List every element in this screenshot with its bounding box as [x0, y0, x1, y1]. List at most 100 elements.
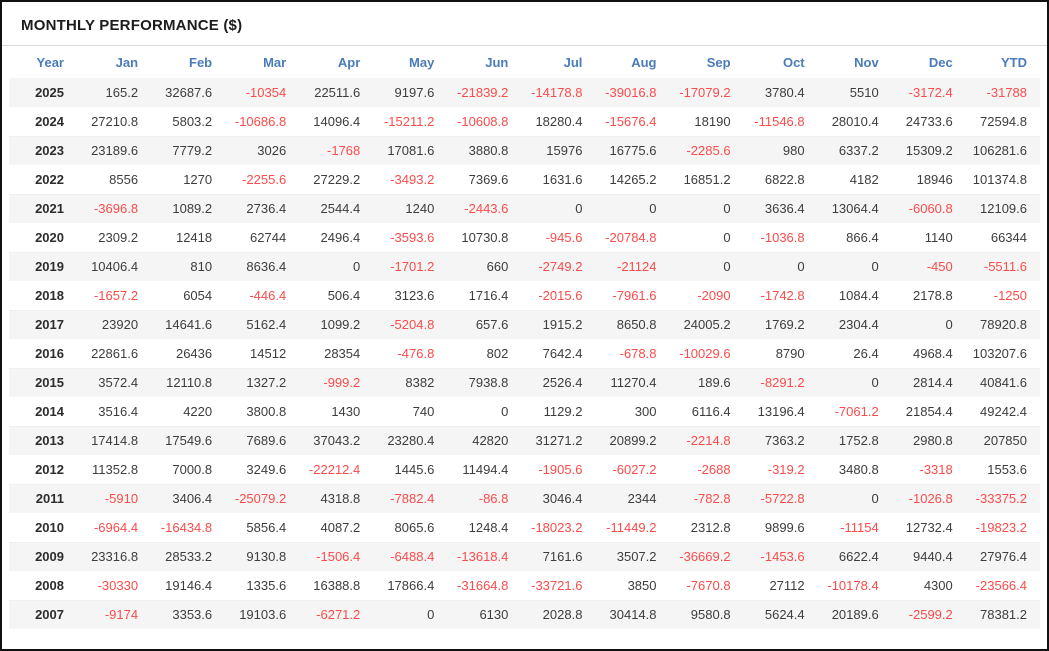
value-cell: -31788 [965, 78, 1040, 108]
year-cell: 2020 [9, 223, 77, 253]
value-cell: 66344 [965, 223, 1040, 253]
value-cell: 5162.4 [225, 310, 300, 340]
value-cell: 5803.2 [151, 107, 226, 137]
value-cell: 0 [891, 310, 966, 340]
value-cell: -19823.2 [965, 513, 1040, 543]
value-cell: -5910 [77, 484, 152, 514]
value-cell: -15676.4 [595, 107, 670, 137]
value-cell: -319.2 [743, 455, 818, 485]
value-cell: 4182 [817, 165, 892, 195]
year-cell: 2024 [9, 107, 77, 137]
value-cell: 72594.8 [965, 107, 1040, 137]
value-cell: 24733.6 [891, 107, 966, 137]
value-cell: 3353.6 [151, 600, 226, 630]
value-cell: -9174 [77, 600, 152, 630]
value-cell: 17866.4 [373, 571, 448, 601]
value-cell: 14096.4 [299, 107, 374, 137]
value-cell: -7882.4 [373, 484, 448, 514]
value-cell: 17414.8 [77, 426, 152, 456]
value-cell: 12109.6 [965, 194, 1040, 224]
value-cell: 866.4 [817, 223, 892, 253]
value-cell: -2285.6 [669, 136, 744, 166]
value-cell: 3480.8 [817, 455, 892, 485]
column-header-sep: Sep [706, 54, 731, 70]
value-cell: 3850 [595, 571, 670, 601]
value-cell: 9899.6 [743, 513, 818, 543]
value-cell: 1099.2 [299, 310, 374, 340]
value-cell: 23280.4 [373, 426, 448, 456]
value-cell: 32687.6 [151, 78, 226, 108]
value-cell: 24005.2 [669, 310, 744, 340]
value-cell: 6116.4 [669, 397, 744, 427]
value-cell: 3249.6 [225, 455, 300, 485]
value-cell: 4087.2 [299, 513, 374, 543]
value-cell: 27210.8 [77, 107, 152, 137]
value-cell: 8065.6 [373, 513, 448, 543]
value-cell: 7779.2 [151, 136, 226, 166]
value-cell: -2214.8 [669, 426, 744, 456]
table-row-2023: 2023 23189.6 7779.2 3026 -1768 17081.6 3880.8 1… [9, 136, 1040, 166]
value-cell: -7961.6 [595, 281, 670, 311]
value-cell: 3123.6 [373, 281, 448, 311]
value-cell: -3318 [891, 455, 966, 485]
value-cell: 23316.8 [77, 542, 152, 572]
value-cell: 6130 [447, 600, 522, 630]
value-cell: 1716.4 [447, 281, 522, 311]
value-cell: 28533.2 [151, 542, 226, 572]
value-cell: 9130.8 [225, 542, 300, 572]
value-cell: -3172.4 [891, 78, 966, 108]
value-cell: -945.6 [521, 223, 596, 253]
table-row-2024: 2024 27210.8 5803.2 -10686.8 14096.4 -15211.2… [9, 107, 1040, 137]
value-cell: 21854.4 [891, 397, 966, 427]
value-cell: 0 [817, 252, 892, 282]
table-row-2009: 2009 23316.8 28533.2 9130.8 -1506.4 -6488.4 -1… [9, 542, 1040, 572]
value-cell: 1129.2 [521, 397, 596, 427]
value-cell: 10406.4 [77, 252, 152, 282]
value-cell: -1701.2 [373, 252, 448, 282]
value-cell: -10608.8 [447, 107, 522, 137]
value-cell: -30330 [77, 571, 152, 601]
value-cell: 0 [669, 194, 744, 224]
table-row-2010: 2010 -6964.4 -16434.8 5856.4 4087.2 8065.6 124… [9, 513, 1040, 543]
year-cell: 2010 [9, 513, 77, 543]
value-cell: -6027.2 [595, 455, 670, 485]
table-row-2018: 2018 -1657.2 6054 -446.4 506.4 3123.6 1716.4 -2… [9, 281, 1040, 311]
value-cell: -2090 [669, 281, 744, 311]
value-cell: 17081.6 [373, 136, 448, 166]
value-cell: 13196.4 [743, 397, 818, 427]
value-cell: -1453.6 [743, 542, 818, 572]
value-cell: -1250 [965, 281, 1040, 311]
value-cell: 7369.6 [447, 165, 522, 195]
value-cell: 42820 [447, 426, 522, 456]
table-row-2017: 2017 23920 14641.6 5162.4 1099.2 -5204.8 657.6… [9, 310, 1040, 340]
value-cell: 2544.4 [299, 194, 374, 224]
value-cell: 22861.6 [77, 339, 152, 369]
column-header-jul: Jul [563, 54, 583, 70]
value-cell: 3880.8 [447, 136, 522, 166]
value-cell: 2312.8 [669, 513, 744, 543]
value-cell: 7642.4 [521, 339, 596, 369]
value-cell: 802 [447, 339, 522, 369]
value-cell: -39016.8 [595, 78, 670, 108]
value-cell: -476.8 [373, 339, 448, 369]
year-cell: 2011 [9, 484, 77, 514]
year-cell: 2015 [9, 368, 77, 398]
value-cell: -450 [891, 252, 966, 282]
value-cell: 6337.2 [817, 136, 892, 166]
value-cell: -21124 [595, 252, 670, 282]
value-cell: 0 [669, 223, 744, 253]
value-cell: 30414.8 [595, 600, 670, 630]
value-cell: -10029.6 [669, 339, 744, 369]
value-cell: -6488.4 [373, 542, 448, 572]
value-cell: 11352.8 [77, 455, 152, 485]
value-cell: 506.4 [299, 281, 374, 311]
table-row-2022: 2022 8556 1270 -2255.6 27229.2 -3493.2 7369.6 1… [9, 165, 1040, 195]
year-cell: 2025 [9, 78, 77, 108]
value-cell: 18946 [891, 165, 966, 195]
value-cell: -11154 [817, 513, 892, 543]
value-cell: 31271.2 [521, 426, 596, 456]
value-cell: 15309.2 [891, 136, 966, 166]
value-cell: -1036.8 [743, 223, 818, 253]
value-cell: 3800.8 [225, 397, 300, 427]
value-cell: 17549.6 [151, 426, 226, 456]
